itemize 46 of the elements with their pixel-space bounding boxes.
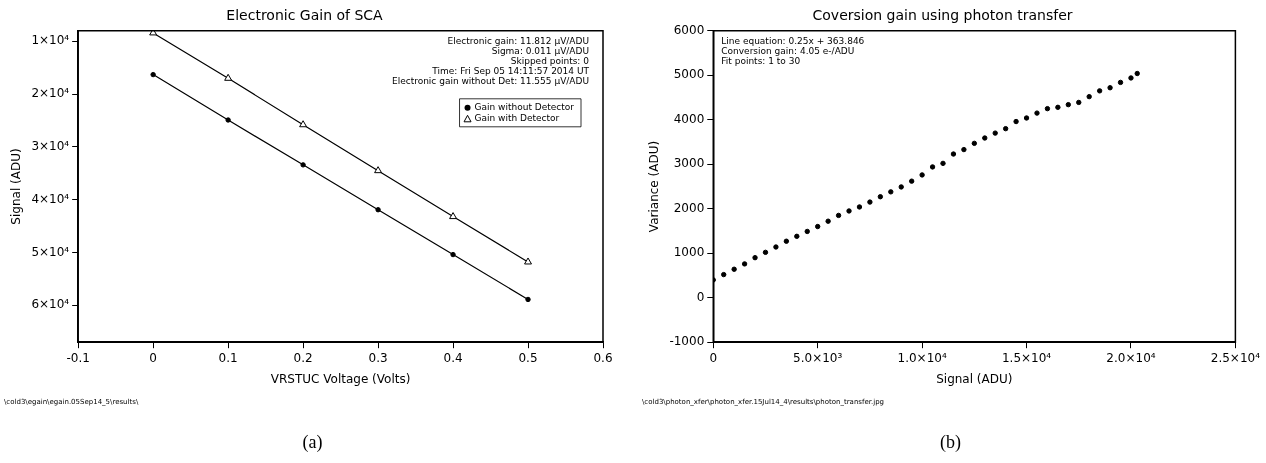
x-tick-label: -0.1 bbox=[66, 350, 90, 365]
annotation: Electronic gain without Det: 11.555 µV/ADU bbox=[391, 75, 589, 86]
y-tick-label: 3×10⁴ bbox=[31, 139, 70, 154]
x-tick-label: 0.4 bbox=[443, 350, 463, 365]
y-tick-label: 5×10⁴ bbox=[31, 244, 70, 259]
x-tick-label: 0 bbox=[149, 350, 157, 365]
x-tick-label: 0 bbox=[709, 350, 718, 365]
annotation: Electronic gain: 11.812 µV/ADU bbox=[447, 35, 589, 46]
y-axis-title: Variance (ADU) bbox=[647, 140, 662, 233]
x-tick-label: 1.5×10⁴ bbox=[1001, 350, 1052, 365]
y-tick-label: 6000 bbox=[673, 22, 705, 37]
y-axis-title: Signal (ADU) bbox=[9, 148, 24, 225]
x-tick-label: 0.6 bbox=[593, 350, 613, 365]
y-tick-label: 0 bbox=[696, 289, 705, 304]
y-tick-label: 4×10⁴ bbox=[31, 191, 70, 206]
x-tick-label: 0.2 bbox=[293, 350, 313, 365]
y-tick-label: 2000 bbox=[673, 200, 705, 215]
x-tick-label: 2.0×10⁴ bbox=[1106, 350, 1156, 365]
x-tick-label: 2.5×10⁴ bbox=[1210, 350, 1261, 365]
x-tick-label: 0.5 bbox=[518, 350, 538, 365]
x-axis-title: Signal (ADU) bbox=[936, 371, 1013, 386]
text: (b) bbox=[939, 432, 962, 453]
text: (a) bbox=[301, 432, 324, 453]
annotation: Fit points: 1 to 30 bbox=[721, 55, 801, 66]
x-tick-label: 0.1 bbox=[218, 350, 238, 365]
x-tick-label: 1.0×10⁴ bbox=[897, 350, 947, 365]
annotation: Conversion gain: 4.05 e-/ADU bbox=[721, 45, 855, 56]
y-tick-label: 4000 bbox=[673, 111, 705, 126]
x-axis-title: VRSTUC Voltage (Volts) bbox=[270, 371, 411, 386]
y-tick-label: 1000 bbox=[673, 245, 705, 260]
x-tick-label: 0.3 bbox=[368, 350, 388, 365]
annotation: Skipped points: 0 bbox=[510, 55, 590, 66]
y-tick-label: 6×10⁴ bbox=[31, 297, 70, 312]
annotation: Sigma: 0.011 µV/ADU bbox=[491, 45, 589, 56]
annotation: Time: Fri Sep 05 14:11:57 2014 UT bbox=[431, 65, 590, 76]
y-tick-label: 3000 bbox=[673, 156, 705, 171]
chart-title: Electronic Gain of SCA bbox=[226, 7, 384, 24]
x-tick-label: 5.0×10³ bbox=[793, 350, 843, 365]
legend-label: Gain without Detector bbox=[474, 102, 575, 113]
chart-title: Coversion gain using photon transfer bbox=[812, 7, 1073, 24]
annotation: Line equation: 0.25x + 363.846 bbox=[721, 35, 865, 46]
y-tick-label: 1×10⁴ bbox=[31, 33, 70, 48]
y-tick-label: -1000 bbox=[669, 334, 705, 349]
legend-label: Gain with Detector bbox=[474, 113, 560, 124]
y-tick-label: 5000 bbox=[673, 67, 705, 82]
y-tick-label: 2×10⁴ bbox=[31, 86, 70, 101]
